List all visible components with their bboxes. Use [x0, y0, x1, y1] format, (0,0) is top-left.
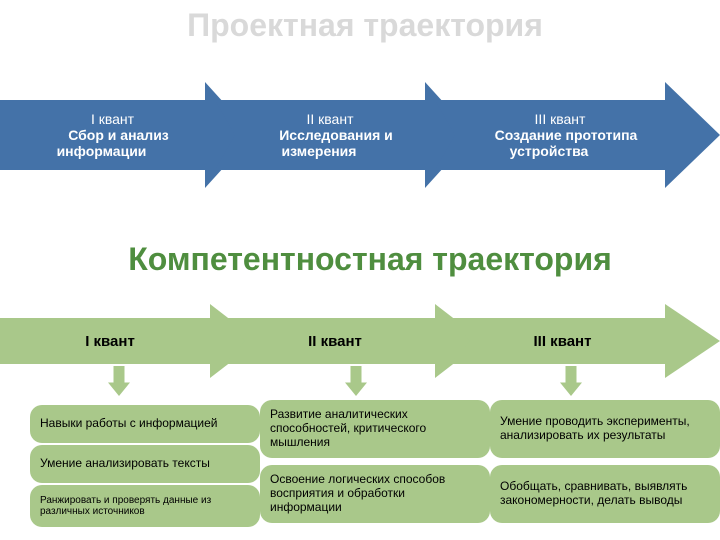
- pill-col2-1-text: Развитие аналитических способностей, кри…: [270, 408, 480, 449]
- blue-arrow-1-label: I квантСбор и анализ информации: [0, 111, 205, 159]
- green-arrow-3: III квант: [450, 304, 720, 378]
- down-arrow-3: [560, 366, 582, 396]
- pill-col2-2: Освоение логических способов восприятия …: [260, 465, 490, 523]
- pill-col1-3: Ранжировать и проверять данные из различ…: [30, 485, 260, 527]
- down-arrow-1: [108, 366, 130, 396]
- pill-col2-2-text: Освоение логических способов восприятия …: [270, 473, 480, 514]
- pill-col1-2: Умение анализировать тексты: [30, 445, 260, 483]
- pill-col1-1: Навыки работы с информацией: [30, 405, 260, 443]
- down-arrow-2: [345, 366, 367, 396]
- green-arrow-1-label: I квант: [63, 333, 147, 350]
- blue-arrow-3-label: III квантСоздание прототипа устройства: [435, 111, 665, 159]
- pill-col1-2-text: Умение анализировать тексты: [40, 457, 210, 471]
- green-arrow-3-label: III квант: [512, 333, 604, 350]
- blue-arrow-2-label: II квантИсследования и измерения: [215, 111, 425, 159]
- mid-heading: Компетентностная траектория: [120, 242, 620, 277]
- pill-col1-1-text: Навыки работы с информацией: [40, 417, 217, 431]
- pill-col2-1: Развитие аналитических способностей, кри…: [260, 400, 490, 458]
- pill-col3-1: Умение проводить эксперименты, анализиро…: [490, 400, 720, 458]
- pill-col3-1-text: Умение проводить эксперименты, анализиро…: [500, 415, 710, 443]
- blue-arrow-3: III квантСоздание прототипа устройства: [435, 82, 720, 188]
- pill-col3-2-text: Обобщать, сравнивать, выявлять закономер…: [500, 480, 710, 508]
- pill-col1-3-text: Ранжировать и проверять данные из различ…: [40, 495, 250, 518]
- top-heading: Проектная траектория: [180, 8, 550, 43]
- pill-col3-2: Обобщать, сравнивать, выявлять закономер…: [490, 465, 720, 523]
- green-arrow-2-label: II квант: [286, 333, 374, 350]
